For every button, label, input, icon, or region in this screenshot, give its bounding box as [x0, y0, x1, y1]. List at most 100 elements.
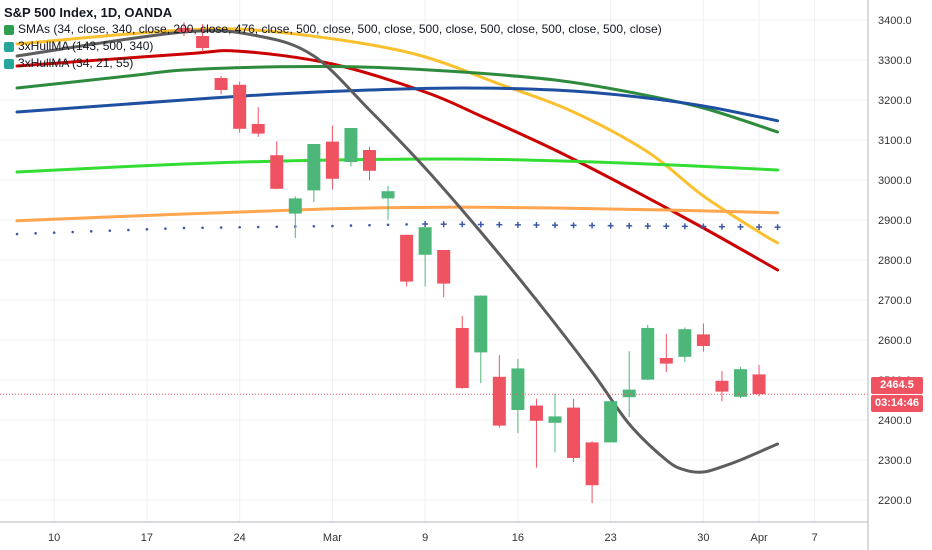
candle-body [492, 376, 506, 426]
candle-body [715, 380, 729, 392]
dot-marker [182, 226, 186, 230]
ma-line-5 [15, 205, 780, 223]
y-tick-label: 2600.0 [878, 335, 912, 347]
ma-line-2 [15, 64, 780, 134]
candle-body [251, 124, 265, 134]
candle-body [400, 234, 414, 282]
candle-body [418, 227, 432, 255]
y-tick-label: 2800.0 [878, 255, 912, 267]
candle-body [604, 401, 618, 443]
legend: S&P 500 Index, 1D, OANDA SMAs (34, close… [4, 4, 662, 72]
x-tick-label: 9 [422, 532, 428, 544]
candle-body [325, 141, 339, 179]
dot-marker [164, 227, 167, 230]
candle-body [196, 36, 210, 48]
candle-body [529, 405, 543, 421]
legend-study-2[interactable]: 3xHullMA (34, 21, 55) [4, 55, 662, 72]
candle-body [455, 328, 469, 388]
candle-body [233, 84, 247, 129]
ma-line-1 [15, 49, 780, 272]
candle-body [752, 374, 766, 395]
chart-title: S&P 500 Index, 1D, OANDA [4, 5, 173, 20]
dot-marker [15, 232, 19, 236]
dot-marker [219, 226, 223, 229]
y-tick-label: 3100.0 [878, 135, 912, 147]
candle-body [567, 407, 581, 458]
y-tick-label: 3000.0 [878, 175, 912, 187]
candle-body [548, 416, 562, 423]
candle-body [511, 368, 525, 410]
ma-line-3 [15, 86, 780, 123]
candle-body [270, 155, 284, 189]
dot-marker [368, 223, 371, 227]
candle-body [363, 150, 376, 171]
x-tick-label: 24 [234, 532, 246, 544]
dot-marker [349, 224, 353, 227]
ma-line-6 [15, 29, 780, 474]
candle-body [437, 250, 451, 284]
candle-body [659, 358, 673, 364]
countdown-badge: 03:14:46 [871, 395, 923, 412]
x-tick-label: 23 [605, 532, 617, 544]
y-tick-label: 2300.0 [878, 455, 912, 467]
dot-marker [256, 225, 260, 229]
moving-averages [15, 27, 780, 474]
y-tick-label: 3200.0 [878, 95, 912, 107]
study-1-swatch [4, 41, 14, 52]
candle-body [177, 28, 191, 32]
y-tick-label: 3400.0 [878, 15, 912, 27]
x-tick-label: Mar [323, 532, 342, 544]
y-tick-label: 2700.0 [878, 295, 912, 307]
dot-marker [312, 224, 316, 228]
x-tick-label: 30 [697, 532, 709, 544]
candle-body [344, 128, 358, 162]
legend-title-row: S&P 500 Index, 1D, OANDA [4, 4, 662, 21]
dot-marker [275, 225, 279, 229]
dot-marker [145, 228, 149, 231]
candle-body [474, 295, 488, 353]
dot-marker [34, 232, 37, 235]
study-0-label: SMAs (34, close, 340, close, 200, close,… [18, 22, 662, 36]
candle-body [622, 389, 636, 398]
candle-body [696, 334, 710, 346]
y-tick-label: 2200.0 [878, 495, 912, 507]
ma-line-4 [15, 157, 780, 174]
x-tick-label: 10 [48, 532, 60, 544]
candle-body [585, 442, 599, 486]
dot-marker [89, 230, 93, 233]
dot-marker [127, 228, 130, 232]
candle-body [214, 78, 228, 90]
study-1-label: 3xHullMA (143, 500, 340) [18, 39, 154, 53]
x-tick-label: Apr [750, 532, 767, 544]
candle-body [307, 144, 321, 191]
last-price-badge: 2464.5 [871, 377, 923, 394]
dotted-series [15, 221, 781, 236]
legend-study-0[interactable]: SMAs (34, close, 340, close, 200, close,… [4, 21, 662, 38]
dot-marker [108, 229, 112, 232]
candle-body [678, 329, 692, 357]
candle-body [641, 328, 655, 380]
dot-marker [201, 226, 204, 230]
dot-marker [331, 224, 334, 228]
candle-body [734, 369, 747, 397]
dot-marker [386, 223, 390, 227]
dot-marker [52, 231, 56, 234]
study-2-swatch [4, 58, 14, 69]
y-tick-label: 3300.0 [878, 55, 912, 67]
candle-body [381, 191, 395, 199]
legend-study-1[interactable]: 3xHullMA (143, 500, 340) [4, 38, 662, 55]
dot-marker [71, 230, 74, 234]
x-tick-label: 16 [512, 532, 524, 544]
y-tick-label: 2900.0 [878, 215, 912, 227]
study-0-swatch [4, 24, 14, 35]
study-2-label: 3xHullMA (34, 21, 55) [18, 56, 134, 70]
y-tick-label: 2400.0 [878, 415, 912, 427]
x-tick-label: 7 [812, 532, 818, 544]
dot-marker [405, 223, 408, 226]
ma-line-0 [15, 27, 780, 245]
candle-body [288, 198, 302, 214]
dot-marker [238, 225, 241, 229]
